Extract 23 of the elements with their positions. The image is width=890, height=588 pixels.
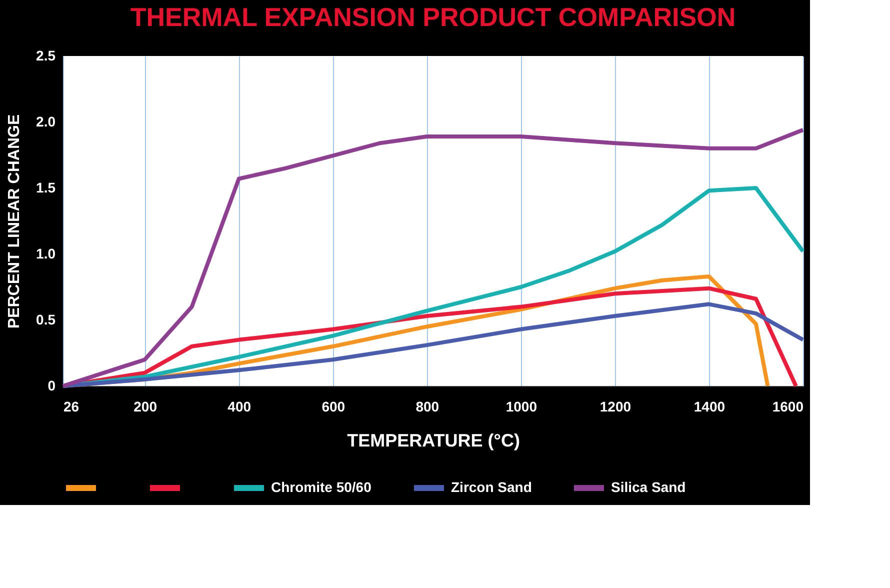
legend-label: Chromite 50/60 xyxy=(271,479,372,495)
x-tick-label: 26 xyxy=(64,398,80,414)
x-tick-label: 1600 xyxy=(772,398,804,414)
legend-label: Zircon Sand xyxy=(451,479,532,495)
y-tick-label: 1.5 xyxy=(36,180,56,196)
x-tick-label: 800 xyxy=(416,398,440,414)
y-tick-label: 2.5 xyxy=(36,48,56,64)
legend-label: Silica Sand xyxy=(611,479,686,495)
x-tick-label: 400 xyxy=(228,398,252,414)
line-series xyxy=(61,128,805,388)
y-tick-label: 0 xyxy=(48,378,56,394)
y-tick-label: 2.0 xyxy=(36,114,56,130)
line-series xyxy=(61,302,805,388)
y-tick-label: 0.5 xyxy=(36,312,56,328)
x-tick-label: 600 xyxy=(322,398,346,414)
x-tick-label: 1400 xyxy=(694,398,726,414)
y-axis-title: PERCENT LINEAR CHANGE xyxy=(6,114,24,329)
x-tick-label: 1200 xyxy=(600,398,632,414)
y-tick-label: 1.0 xyxy=(36,246,56,262)
chart-title: THERMAL EXPANSION PRODUCT COMPARISON xyxy=(130,2,736,32)
x-tick-label: 200 xyxy=(134,398,158,414)
x-tick-label: 1000 xyxy=(506,398,538,414)
x-axis-title: TEMPERATURE (°C) xyxy=(347,430,520,450)
